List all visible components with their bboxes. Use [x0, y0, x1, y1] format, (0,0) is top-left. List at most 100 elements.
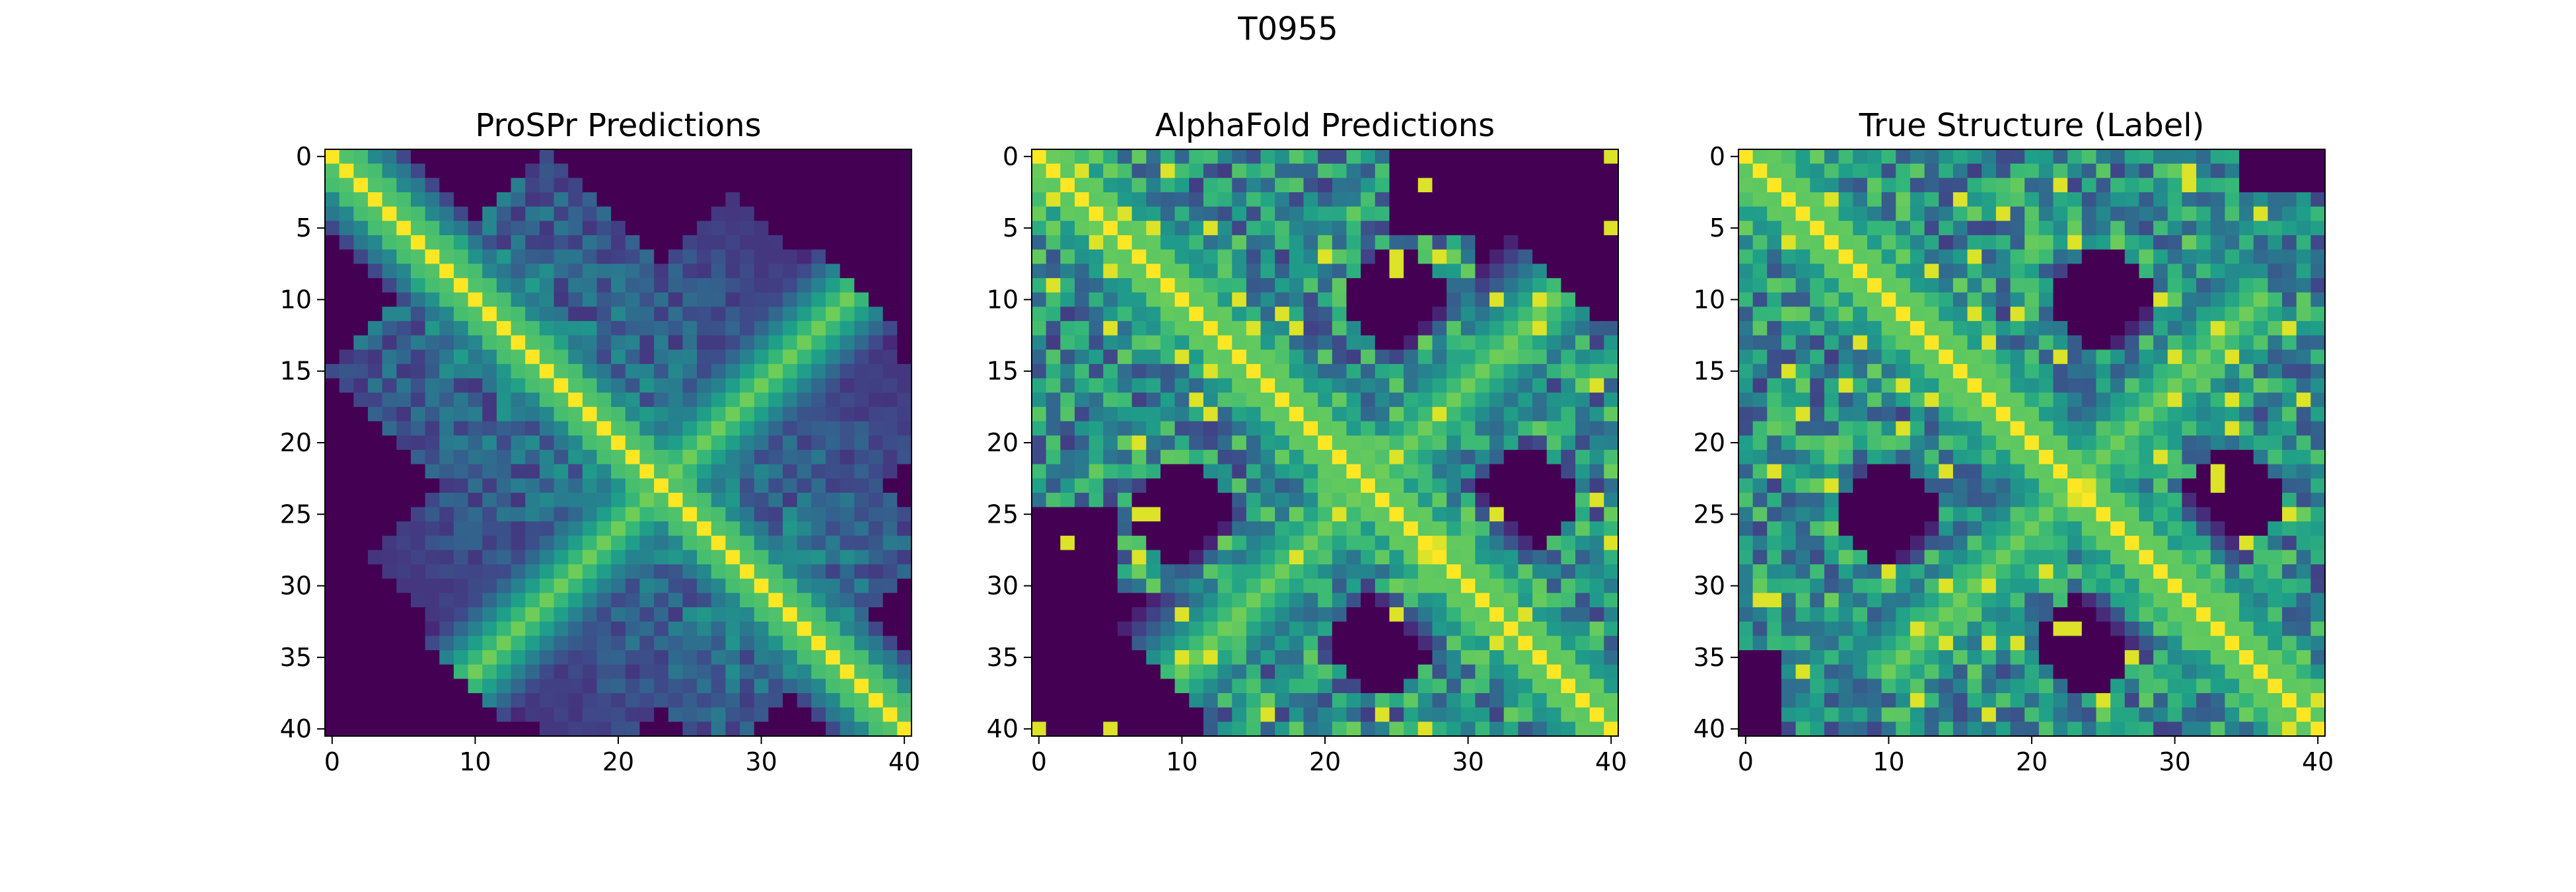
heatmap-cell — [525, 278, 540, 293]
heatmap-cell — [2282, 550, 2297, 565]
heatmap-cell — [596, 722, 612, 737]
heatmap-cell — [826, 621, 841, 636]
heatmap-cell — [1532, 564, 1548, 579]
heatmap-cell — [2296, 264, 2311, 279]
heatmap-cell — [1752, 636, 1768, 651]
heatmap-cell — [1767, 449, 1782, 465]
heatmap-cell — [1853, 178, 1868, 193]
heatmap-cell — [1103, 149, 1118, 165]
heatmap-cell — [1982, 478, 1997, 494]
heatmap-cell — [1939, 192, 1954, 207]
heatmap-cell — [2296, 406, 2311, 422]
heatmap-cell — [1967, 636, 1982, 651]
heatmap-cell — [1131, 521, 1147, 537]
heatmap-cell — [1810, 363, 1825, 379]
heatmap-cell — [1332, 521, 1347, 537]
heatmap-cell — [1589, 722, 1604, 737]
heatmap-cell — [511, 278, 526, 293]
heatmap-cell — [1217, 621, 1233, 636]
heatmap-cell — [611, 507, 626, 522]
heatmap-cell — [525, 664, 540, 679]
heatmap-cell — [339, 307, 354, 322]
heatmap-cell — [410, 392, 426, 408]
heatmap-cell — [1952, 206, 1968, 221]
heatmap-cell — [496, 607, 512, 622]
heatmap-cell — [1289, 464, 1305, 479]
heatmap-cell — [511, 607, 526, 622]
heatmap-cell — [697, 535, 712, 551]
heatmap-cell — [2282, 264, 2297, 279]
heatmap-cell — [496, 521, 512, 537]
heatmap-cell — [2167, 363, 2183, 379]
heatmap-cell — [711, 292, 727, 307]
heatmap-cell — [1824, 593, 1840, 608]
heatmap-cell — [1074, 363, 1090, 379]
heatmap-cell — [2225, 363, 2240, 379]
heatmap-cell — [2139, 363, 2154, 379]
heatmap-cell — [2139, 206, 2154, 221]
heatmap-cell — [382, 249, 397, 264]
heatmap-cell — [697, 320, 712, 336]
heatmap-cell — [668, 406, 684, 422]
heatmap-cell — [740, 320, 755, 336]
heatmap-cell — [1332, 307, 1347, 322]
heatmap-cell — [2167, 550, 2183, 565]
heatmap-cell — [840, 149, 855, 165]
heatmap-cell — [2139, 679, 2154, 694]
heatmap-cell — [325, 464, 340, 479]
heatmap-cell — [840, 163, 855, 178]
heatmap-cell — [854, 192, 869, 207]
heatmap-cell — [1767, 278, 1782, 293]
heatmap-cell — [1275, 693, 1290, 708]
heatmap-cell — [596, 578, 612, 594]
heatmap-cell — [2167, 163, 2183, 178]
heatmap-cell — [2110, 550, 2126, 565]
heatmap-cell — [1767, 492, 1782, 508]
heatmap-cell — [1447, 392, 1462, 408]
heatmap-cell — [1432, 693, 1447, 708]
heatmap-cell — [625, 249, 641, 264]
heatmap-cell — [511, 149, 526, 165]
heatmap-cell — [1232, 249, 1247, 264]
heatmap-cell — [2139, 478, 2154, 494]
heatmap-cell — [1346, 278, 1361, 293]
heatmap-cell — [897, 278, 912, 293]
heatmap-cell — [1924, 478, 1939, 494]
heatmap-cell — [1303, 350, 1318, 365]
heatmap-cell — [768, 320, 783, 336]
heatmap-cell — [468, 363, 483, 379]
heatmap-cell — [1174, 650, 1190, 665]
heatmap-cell — [1032, 292, 1047, 307]
heatmap-cell — [439, 449, 454, 465]
heatmap-cell — [1924, 320, 1939, 336]
heatmap-cell — [1146, 722, 1161, 737]
heatmap-cell — [2067, 350, 2083, 365]
heatmap-cell — [1060, 679, 1075, 694]
heatmap-cell — [1160, 636, 1176, 651]
heatmap-cell — [2067, 392, 2083, 408]
heatmap-cell — [325, 264, 340, 279]
heatmap-cell — [826, 278, 841, 293]
heatmap-cell — [1246, 206, 1262, 221]
heatmap-cell — [1924, 435, 1939, 451]
heatmap-cell — [1546, 593, 1561, 608]
heatmap-cell — [325, 163, 340, 178]
heatmap-cell — [2210, 163, 2225, 178]
heatmap-cell — [2253, 607, 2268, 622]
heatmap-cell — [525, 679, 540, 694]
heatmap-cell — [325, 521, 340, 537]
heatmap-cell — [1404, 235, 1419, 250]
heatmap-cell — [1217, 636, 1233, 651]
heatmap-cell — [2081, 464, 2097, 479]
heatmap-cell — [783, 478, 798, 494]
x-tick-label: 30 — [745, 747, 777, 776]
heatmap-cell — [697, 178, 712, 193]
heatmap-cell — [2010, 478, 2025, 494]
heatmap-cell — [1246, 564, 1262, 579]
heatmap-cell — [582, 320, 598, 336]
heatmap-cell — [2167, 292, 2183, 307]
heatmap-cell — [625, 435, 641, 451]
heatmap-cell — [869, 564, 884, 579]
heatmap-cell — [682, 464, 698, 479]
heatmap-cell — [1910, 149, 1925, 165]
